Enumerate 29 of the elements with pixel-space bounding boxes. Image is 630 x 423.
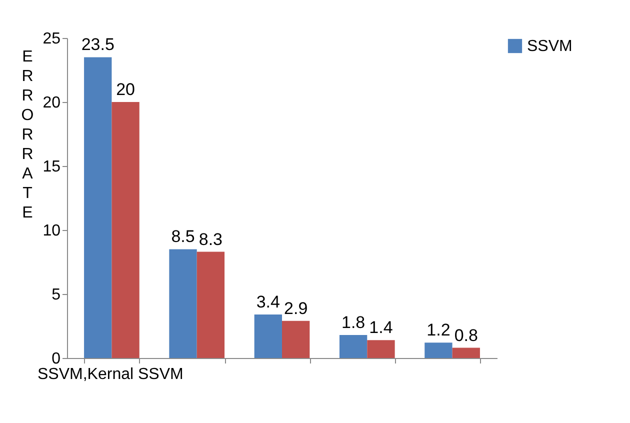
y-tick-label: 15 xyxy=(42,158,61,176)
y-tick-label: 20 xyxy=(42,94,61,112)
data-label: 1.2 xyxy=(426,320,450,340)
data-label: 0.8 xyxy=(454,326,478,345)
bar xyxy=(84,57,112,358)
y-tick-label: 5 xyxy=(52,286,61,304)
bar xyxy=(169,249,197,358)
data-label: 23.5 xyxy=(81,35,114,54)
bar xyxy=(367,340,395,358)
data-label: 8.5 xyxy=(171,227,195,246)
data-label: 3.4 xyxy=(256,292,280,312)
data-label: 2.9 xyxy=(284,298,308,318)
bar xyxy=(196,252,225,358)
bar xyxy=(452,348,480,358)
legend-label: SSVM xyxy=(527,38,572,55)
bar xyxy=(339,334,368,358)
bar xyxy=(424,342,452,358)
y-tick-label: 10 xyxy=(42,222,61,240)
y-tick-label: 0 xyxy=(52,350,61,368)
text: ERROR RATE xyxy=(21,48,34,222)
data-label: 1.4 xyxy=(369,318,393,338)
bar xyxy=(282,320,310,358)
data-label: 8.3 xyxy=(198,230,223,249)
bar xyxy=(254,314,282,358)
bar xyxy=(112,102,140,358)
data-label: 20 xyxy=(116,80,135,99)
x-axis-title: SSVM,Kernal SSVM xyxy=(38,366,184,383)
y-tick-label: 25 xyxy=(42,30,61,48)
data-label: 1.8 xyxy=(341,312,366,332)
